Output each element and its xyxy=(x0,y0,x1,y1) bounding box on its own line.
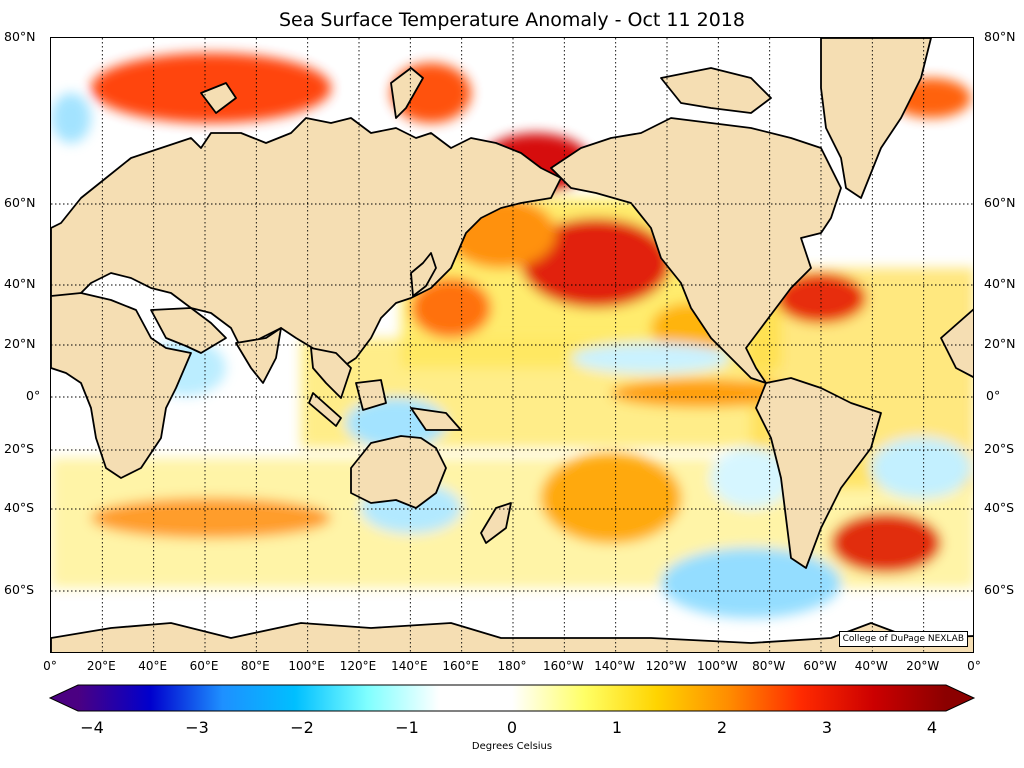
colorbar-tick-label: −2 xyxy=(290,718,314,737)
longitude-label: 160°W xyxy=(542,659,584,673)
longitude-label: 40°E xyxy=(138,659,168,673)
longitude-label: 0° xyxy=(967,659,981,673)
longitude-label: 160°E xyxy=(442,659,479,673)
map-title: Sea Surface Temperature Anomaly - Oct 11… xyxy=(279,9,745,31)
anomaly-cool-peru xyxy=(711,448,791,508)
map-canvas xyxy=(51,38,973,652)
sst-anomaly-map: College of DuPage NEXLAB xyxy=(50,37,974,653)
anomaly-cool-east-pacific xyxy=(571,343,731,373)
colorbar-tick-label: 1 xyxy=(611,718,623,737)
longitude-label: 180° xyxy=(497,659,527,673)
colorbar-max-extension xyxy=(946,685,974,711)
longitude-label: 20°E xyxy=(86,659,116,673)
land-new-zealand xyxy=(480,502,512,544)
latitude-label-left: 80°N xyxy=(4,29,36,44)
graticule xyxy=(51,38,973,652)
latitude-label-right: 40°S xyxy=(984,500,1015,515)
land-novaya-zemlya xyxy=(390,67,424,119)
longitude-label: 80°E xyxy=(240,659,270,673)
latitude-label-left: 40°N xyxy=(4,276,36,291)
longitude-label: 140°E xyxy=(391,659,428,673)
anomaly-hot-japan xyxy=(411,278,491,338)
anomaly-cool-south-atlantic xyxy=(871,438,971,498)
colorbar-min-extension xyxy=(50,685,78,711)
land-arabia xyxy=(150,307,227,354)
longitude-label: 40°W xyxy=(854,659,888,673)
land-arctic-islands xyxy=(660,67,772,114)
longitude-label: 60°E xyxy=(189,659,219,673)
latitude-label-left: 20°N xyxy=(4,336,36,351)
anomaly-hot-arctic-europe xyxy=(91,53,331,123)
latitude-label-left: 20°S xyxy=(4,441,35,456)
colorbar-tick-label: 4 xyxy=(926,718,938,737)
longitude-label: 100°W xyxy=(696,659,738,673)
latitude-label-right: 20°N xyxy=(984,336,1016,351)
land-africa xyxy=(51,292,192,479)
land-greenland xyxy=(820,38,932,199)
credit-label: College of DuPage NEXLAB xyxy=(838,631,968,647)
land-india xyxy=(235,327,282,384)
anomaly-cool-arctic-nw xyxy=(51,93,91,143)
latitude-label-right: 80°N xyxy=(984,29,1016,44)
colorbar-body xyxy=(78,685,946,711)
colorbar-tick-label: 0 xyxy=(506,718,518,737)
anomaly-cool-southeast-pacific xyxy=(661,548,841,618)
latitude-label-left: 60°S xyxy=(4,582,35,597)
land-se-asia xyxy=(310,347,352,399)
latitude-label-right: 60°N xyxy=(984,195,1016,210)
latitude-label-right: 0° xyxy=(986,388,1001,403)
anomaly-hot-south-atlantic xyxy=(831,513,941,573)
anomaly-hot-southern-ocean xyxy=(91,498,331,538)
colorbar-outline xyxy=(48,684,976,712)
latitude-label-right: 60°S xyxy=(984,582,1015,597)
longitude-label: 80°W xyxy=(752,659,786,673)
anomaly-hot-south-pacific xyxy=(541,453,681,543)
land-svalbard xyxy=(200,82,237,114)
colorbar-tick-label: −4 xyxy=(80,718,104,737)
latitude-label-left: 40°S xyxy=(4,500,35,515)
latitude-label-right: 20°S xyxy=(984,441,1015,456)
latitude-label-right: 40°N xyxy=(984,276,1016,291)
land-antarctica xyxy=(51,622,973,652)
longitude-label: 60°W xyxy=(803,659,837,673)
latitude-label-left: 0° xyxy=(26,388,41,403)
longitude-label: 120°W xyxy=(645,659,687,673)
longitude-label: 0° xyxy=(43,659,57,673)
colorbar-tick-label: 3 xyxy=(821,718,833,737)
colorbar-tick-label: 2 xyxy=(716,718,728,737)
land-eurasia xyxy=(51,117,562,369)
land-australia xyxy=(350,435,447,509)
latitude-label-left: 60°N xyxy=(4,195,36,210)
land-japan xyxy=(410,252,437,297)
colorbar xyxy=(48,684,976,712)
longitude-label: 20°W xyxy=(906,659,940,673)
land-north-america xyxy=(550,117,842,384)
land-south-america xyxy=(755,377,882,569)
colorbar-tick-label: −1 xyxy=(395,718,419,737)
land-masses xyxy=(51,38,973,652)
longitude-label: 100°E xyxy=(288,659,325,673)
longitude-label: 120°E xyxy=(339,659,377,673)
anomaly-hot-equatorial-pacific xyxy=(611,379,791,407)
land-europe-east-edge xyxy=(940,308,973,378)
land-borneo xyxy=(355,379,387,411)
land-sumatra xyxy=(308,392,342,427)
longitude-label: 140°W xyxy=(594,659,636,673)
colorbar-label: Degrees Celsius xyxy=(471,741,553,752)
anomaly-hot-ne-pacific xyxy=(521,218,671,308)
land-new-guinea xyxy=(410,407,462,431)
colorbar-tick-label: −3 xyxy=(185,718,209,737)
